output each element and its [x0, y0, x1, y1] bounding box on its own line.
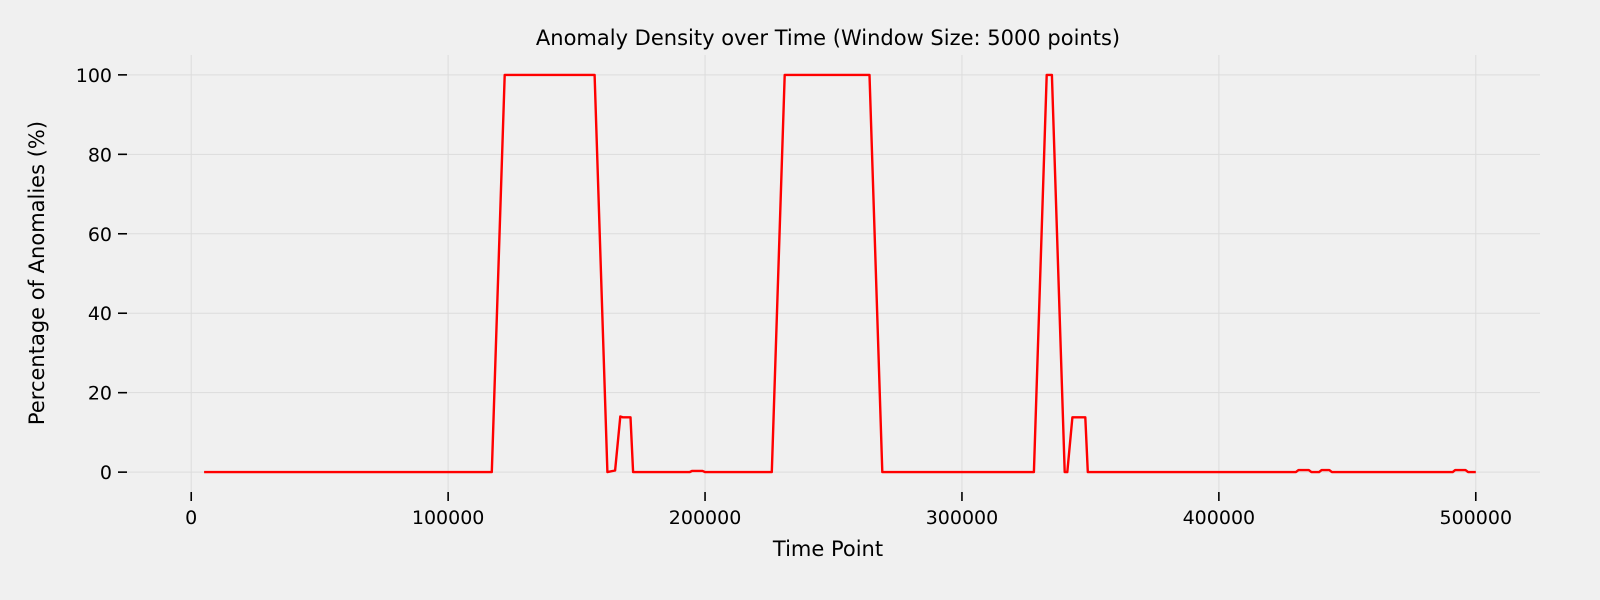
y-tick-label: 0 — [100, 462, 112, 484]
x-tick-label: 200000 — [669, 507, 742, 529]
y-tick-label: 40 — [88, 303, 112, 325]
y-tick-label: 60 — [88, 224, 112, 246]
x-tick-label: 500000 — [1440, 507, 1513, 529]
x-axis-label: Time Point — [772, 537, 883, 561]
series-layer — [204, 73, 1476, 474]
y-tick-label: 20 — [88, 383, 112, 405]
x-tick-label: 300000 — [926, 507, 999, 529]
x-tick-label: 0 — [185, 507, 197, 529]
x-tick-label: 400000 — [1183, 507, 1256, 529]
chart-title: Anomaly Density over Time (Window Size: … — [536, 26, 1120, 50]
y-axis-label: Percentage of Anomalies (%) — [25, 121, 49, 425]
y-axis: 0 20 40 60 80 100 — [76, 65, 127, 484]
series-line — [204, 73, 1476, 474]
y-tick-label: 80 — [88, 144, 112, 166]
x-tick-label: 100000 — [412, 507, 485, 529]
x-axis: 0 100000 200000 300000 400000 500000 — [185, 492, 1512, 529]
y-tick-label: 100 — [76, 65, 112, 87]
